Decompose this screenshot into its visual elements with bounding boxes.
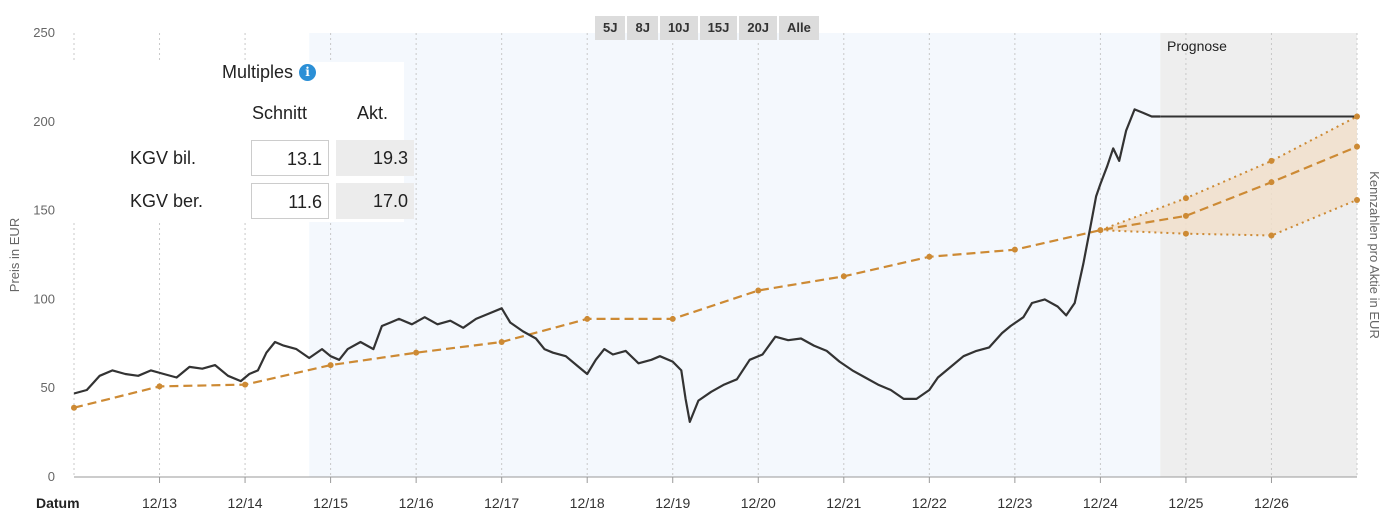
y-tick-label: 150	[33, 203, 55, 218]
fair-value-point	[498, 339, 505, 346]
x-tick-label: 12/19	[655, 495, 690, 511]
x-tick-label: 12/23	[997, 495, 1032, 511]
y-axis-title: Preis in EUR	[7, 218, 22, 292]
forecast-label: Prognose	[1167, 38, 1227, 54]
range-selector: 5J 8J 10J 15J 20J Alle	[595, 16, 819, 40]
fair-value-point	[1097, 227, 1104, 234]
fair-value-point	[926, 253, 933, 260]
info-icon[interactable]: i	[299, 64, 317, 81]
forecast-low-point	[1268, 232, 1275, 239]
forecast-band	[1100, 116, 1357, 236]
forecast-low-point	[1182, 230, 1189, 237]
multiples-title: Multiples	[222, 62, 294, 82]
fair-value-point	[327, 362, 334, 369]
fair-value-point	[1011, 246, 1018, 253]
fair-value-point	[1354, 143, 1360, 150]
forecast-band-fill	[1100, 116, 1357, 236]
x-tick-label: 12/14	[228, 495, 263, 511]
fair-value-point	[584, 315, 591, 322]
fair-value-point	[413, 349, 420, 356]
y-tick-label: 0	[48, 469, 55, 484]
y-tick-label: 200	[33, 114, 55, 129]
x-tick-label: 12/21	[826, 495, 861, 511]
x-tick-label: 12/26	[1254, 495, 1289, 511]
range-button-10j[interactable]: 10J	[659, 16, 698, 40]
y-tick-label: 50	[41, 380, 55, 395]
row-label-kgv-bil: KGV bil.	[130, 148, 197, 168]
column-header-avg: Schnitt	[252, 103, 308, 123]
kgv-bil-avg: 13.1	[251, 140, 329, 176]
x-tick-label: 12/25	[1168, 495, 1203, 511]
y2-axis-title: Kennzahlen pro Aktie in EUR	[1367, 171, 1382, 339]
forecast-low-point	[1354, 196, 1360, 203]
x-tick-label: 12/15	[313, 495, 348, 511]
fair-value-point	[669, 315, 676, 322]
fair-value-point	[71, 404, 77, 411]
x-tick-label: 12/18	[570, 495, 605, 511]
shaded-region-1	[1160, 33, 1357, 477]
forecast-high-point	[1354, 113, 1360, 120]
forecast-low-line	[1100, 198, 1358, 237]
x-tick-label: 12/24	[1083, 495, 1118, 511]
kgv-ber-avg: 11.6	[251, 183, 329, 219]
fair-value-point	[840, 273, 847, 280]
fair-value-point	[1182, 212, 1189, 219]
y-tick-label: 250	[33, 25, 55, 40]
grid	[73, 33, 1358, 477]
x-tick-label: 12/22	[912, 495, 947, 511]
fair-value-point	[755, 287, 762, 294]
fair-value-point	[156, 383, 163, 390]
row-label-kgv-ber: KGV ber.	[130, 191, 204, 211]
fair-value-point	[1268, 179, 1275, 186]
x-tick-label: 12/13	[142, 495, 177, 511]
range-button-8j[interactable]: 8J	[627, 16, 658, 40]
fair-value-point	[242, 381, 249, 388]
range-button-5j[interactable]: 5J	[595, 16, 626, 40]
shaded-regions	[309, 33, 1357, 477]
multiples-panel: Multiples i Schnitt Akt. KGV bil. 13.1 1…	[72, 62, 414, 222]
range-button-20j[interactable]: 20J	[739, 16, 778, 40]
x-tick-label: 12/16	[399, 495, 434, 511]
kgv-bil-current: 19.3	[336, 140, 414, 176]
range-button-15j[interactable]: 15J	[699, 16, 738, 40]
kgv-ber-current: 17.0	[336, 183, 414, 219]
x-tick-label: 12/20	[741, 495, 776, 511]
shaded-region-0	[309, 33, 1161, 477]
series	[71, 108, 1360, 423]
y-tick-label: 100	[33, 291, 55, 306]
forecast-high-point	[1268, 157, 1275, 164]
axes: 12/13 12/14 12/15 12/16 12/17 12/18 12/19 12/20…	[33, 25, 1357, 511]
column-header-current: Akt.	[357, 103, 389, 123]
x-axis-title: Datum	[36, 495, 80, 511]
multiples-title-row: Multiples i	[222, 62, 317, 83]
fair-value-line	[73, 145, 1358, 409]
x-tick-label: 12/17	[484, 495, 519, 511]
price-line	[73, 108, 1161, 423]
forecast-high-point	[1182, 195, 1189, 202]
range-button-alle[interactable]: Alle	[779, 16, 819, 40]
